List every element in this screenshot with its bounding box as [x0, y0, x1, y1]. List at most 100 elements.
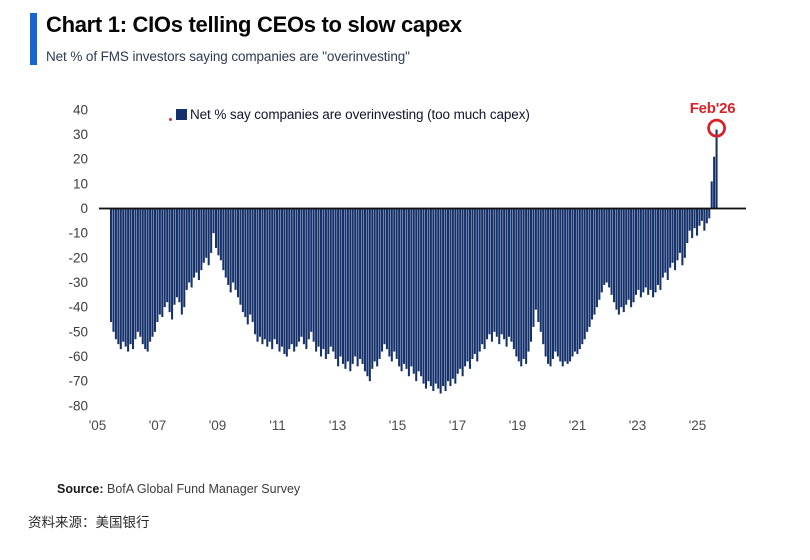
bar [151, 208, 154, 337]
bar [171, 208, 174, 320]
bar [573, 208, 576, 352]
bar [432, 208, 435, 392]
bar [222, 208, 225, 271]
bar [693, 208, 696, 229]
bar [129, 208, 132, 345]
bar [517, 208, 520, 362]
bar [254, 208, 257, 335]
bar [310, 208, 313, 332]
bar [153, 208, 156, 332]
y-axis-label: 20 [73, 152, 88, 167]
x-axis-label: '23 [629, 418, 647, 433]
bar [527, 208, 530, 352]
bar [649, 208, 652, 290]
bar [498, 208, 501, 345]
bar [278, 208, 281, 352]
bar [185, 208, 188, 290]
bar [390, 208, 393, 362]
bar [600, 208, 603, 293]
bar [251, 208, 254, 322]
bar [268, 208, 271, 342]
bar [249, 208, 252, 315]
bar [112, 208, 115, 332]
bar [427, 208, 430, 382]
bar [481, 208, 484, 345]
bar [603, 208, 606, 285]
bar [446, 208, 449, 382]
bar [398, 208, 401, 367]
bar [539, 208, 542, 332]
x-axis-label: '21 [569, 418, 587, 433]
bar [266, 208, 269, 347]
zero-axis-line [99, 207, 746, 210]
bar [400, 208, 403, 372]
bar [244, 208, 247, 318]
bar [583, 208, 586, 340]
bar [363, 208, 366, 372]
bar [258, 208, 261, 337]
bar [686, 208, 689, 244]
bar [525, 208, 528, 364]
bar [302, 208, 305, 345]
bar [239, 208, 242, 305]
bar [654, 208, 657, 293]
bar [632, 208, 635, 303]
bar [566, 208, 569, 364]
bar [661, 208, 664, 278]
bar [356, 208, 359, 367]
bar [449, 208, 452, 387]
y-axis-label: -30 [68, 275, 88, 290]
bar [200, 208, 203, 271]
bar [471, 208, 474, 359]
y-axis-label: -40 [68, 300, 88, 315]
bar [556, 208, 559, 357]
bar [207, 208, 210, 266]
bar [659, 208, 662, 290]
bar [117, 208, 120, 345]
x-axis-label: '17 [449, 418, 467, 433]
bar [202, 208, 205, 263]
bar [559, 208, 562, 362]
x-axis-label: '19 [509, 418, 527, 433]
bar [124, 208, 127, 347]
bar [341, 208, 345, 364]
bar [547, 208, 550, 364]
bar [434, 208, 437, 384]
bar [595, 208, 598, 308]
legend: Net % say companies are overinvesting (t… [176, 107, 530, 122]
bar [696, 208, 699, 236]
bar [627, 208, 630, 300]
bar [293, 208, 296, 352]
legend-red-dot [169, 118, 172, 121]
bar [503, 208, 506, 340]
bar [634, 208, 638, 295]
bar [710, 181, 713, 209]
bar [705, 208, 708, 224]
bar [415, 208, 418, 382]
bar [337, 208, 340, 367]
legend-label: Net % say companies are overinvesting (t… [190, 107, 530, 122]
bar [442, 208, 445, 387]
bar [180, 208, 183, 315]
bar [508, 208, 511, 337]
bar [175, 208, 178, 298]
bar [522, 208, 525, 359]
bar [549, 208, 552, 367]
bar [319, 208, 323, 357]
bar [554, 208, 557, 352]
bar [488, 208, 491, 335]
chart-title: Chart 1: CIOs telling CEOs to slow capex [46, 12, 462, 37]
bar [317, 208, 320, 347]
bar [671, 208, 674, 263]
bar [271, 208, 274, 350]
bar [373, 208, 376, 362]
bar [234, 208, 237, 290]
bar [412, 208, 415, 374]
bar [354, 208, 357, 357]
bar [351, 208, 354, 364]
bar [178, 208, 181, 303]
bar [532, 208, 535, 327]
source-line-chinese: 资料来源：美国银行 [28, 515, 150, 530]
y-axis-label: 10 [73, 176, 88, 191]
x-axis-label: '09 [209, 418, 227, 433]
